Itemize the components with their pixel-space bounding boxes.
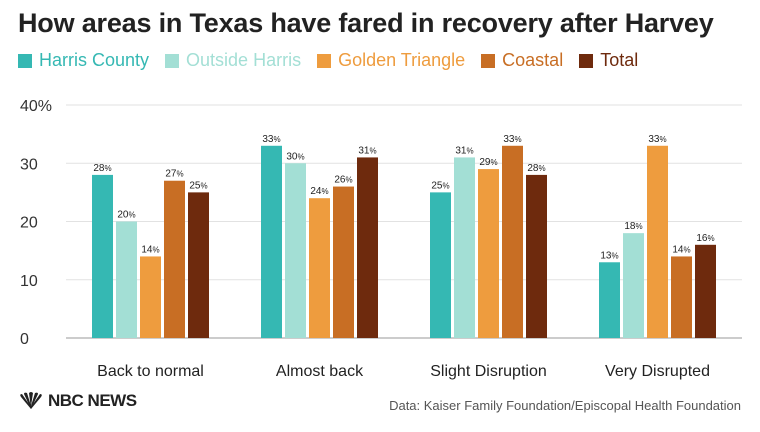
bar-data-label: 31% bbox=[455, 145, 473, 156]
bar bbox=[357, 157, 378, 338]
peacock-icon bbox=[20, 392, 42, 409]
legend-item-total: Total bbox=[579, 50, 638, 71]
legend-swatch bbox=[579, 53, 594, 68]
bar bbox=[647, 145, 668, 338]
legend-label: Golden Triangle bbox=[338, 50, 466, 70]
legend-item-harris-county: Harris County bbox=[18, 50, 149, 71]
chart-legend: Harris County Outside Harris Golden Tria… bbox=[18, 50, 654, 71]
legend-label: Total bbox=[600, 50, 639, 70]
bar bbox=[478, 169, 499, 338]
bar-data-label: 13% bbox=[600, 250, 618, 261]
legend-item-golden-triangle: Golden Triangle bbox=[317, 50, 465, 71]
bar-data-label: 31% bbox=[358, 145, 376, 156]
bar bbox=[671, 256, 692, 338]
y-tick-label: 30 bbox=[20, 156, 38, 173]
bar-data-label: 28% bbox=[527, 163, 545, 174]
bar-data-label: 33% bbox=[262, 134, 280, 145]
bar-data-label: 28% bbox=[93, 163, 111, 174]
bar bbox=[454, 157, 475, 338]
legend-label: Harris County bbox=[39, 50, 150, 70]
x-category-label: Very Disrupted bbox=[605, 363, 710, 380]
bar-data-label: 24% bbox=[310, 186, 328, 197]
legend-label: Coastal bbox=[502, 50, 564, 70]
nbc-news-logo: NBC NEWS bbox=[18, 391, 137, 411]
legend-swatch bbox=[18, 53, 32, 68]
bar-data-label: 18% bbox=[624, 221, 642, 232]
x-category-label: Almost back bbox=[276, 363, 364, 380]
legend-swatch bbox=[317, 53, 332, 68]
bar bbox=[430, 192, 451, 338]
bar bbox=[164, 180, 185, 338]
bar bbox=[285, 163, 306, 338]
bar bbox=[502, 145, 523, 338]
bar-data-label: 33% bbox=[503, 134, 521, 145]
chart-title: How areas in Texas have fared in recover… bbox=[18, 8, 714, 38]
bar-data-label: 26% bbox=[334, 175, 352, 186]
bar bbox=[309, 198, 330, 338]
legend-item-coastal: Coastal bbox=[481, 50, 563, 71]
bar bbox=[188, 192, 209, 338]
bar bbox=[599, 262, 620, 338]
legend-label: Outside Harris bbox=[186, 50, 302, 70]
bar-data-label: 33% bbox=[648, 134, 666, 145]
legend-swatch bbox=[165, 53, 180, 68]
bar bbox=[92, 174, 113, 338]
bar bbox=[116, 221, 137, 338]
y-tick-label: 0 bbox=[20, 331, 29, 348]
legend-swatch bbox=[481, 53, 496, 68]
bar-data-label: 14% bbox=[672, 244, 690, 255]
bar bbox=[695, 244, 716, 338]
source-note: Data: Kaiser Family Foundation/Episcopal… bbox=[389, 398, 741, 413]
bar-data-label: 25% bbox=[189, 180, 207, 191]
bar-data-label: 16% bbox=[696, 233, 714, 244]
x-category-label: Slight Disruption bbox=[430, 363, 547, 380]
y-tick-label: 20 bbox=[20, 215, 38, 232]
bar-data-label: 29% bbox=[479, 157, 497, 168]
bar bbox=[140, 256, 161, 338]
y-tick-label: 10 bbox=[20, 273, 38, 290]
bar-data-label: 25% bbox=[431, 180, 449, 191]
bar bbox=[261, 145, 282, 338]
bar bbox=[623, 233, 644, 338]
bar-data-label: 14% bbox=[141, 244, 159, 255]
y-tick-label: 40% bbox=[20, 98, 52, 115]
bar-data-label: 30% bbox=[286, 151, 304, 162]
bar-data-label: 20% bbox=[117, 210, 135, 221]
x-category-label: Back to normal bbox=[97, 363, 204, 380]
logo-text: NBC NEWS bbox=[48, 391, 137, 410]
bar-data-label: 27% bbox=[165, 169, 183, 180]
legend-item-outside-harris: Outside Harris bbox=[165, 50, 301, 71]
bar bbox=[526, 174, 547, 338]
bar bbox=[333, 186, 354, 338]
